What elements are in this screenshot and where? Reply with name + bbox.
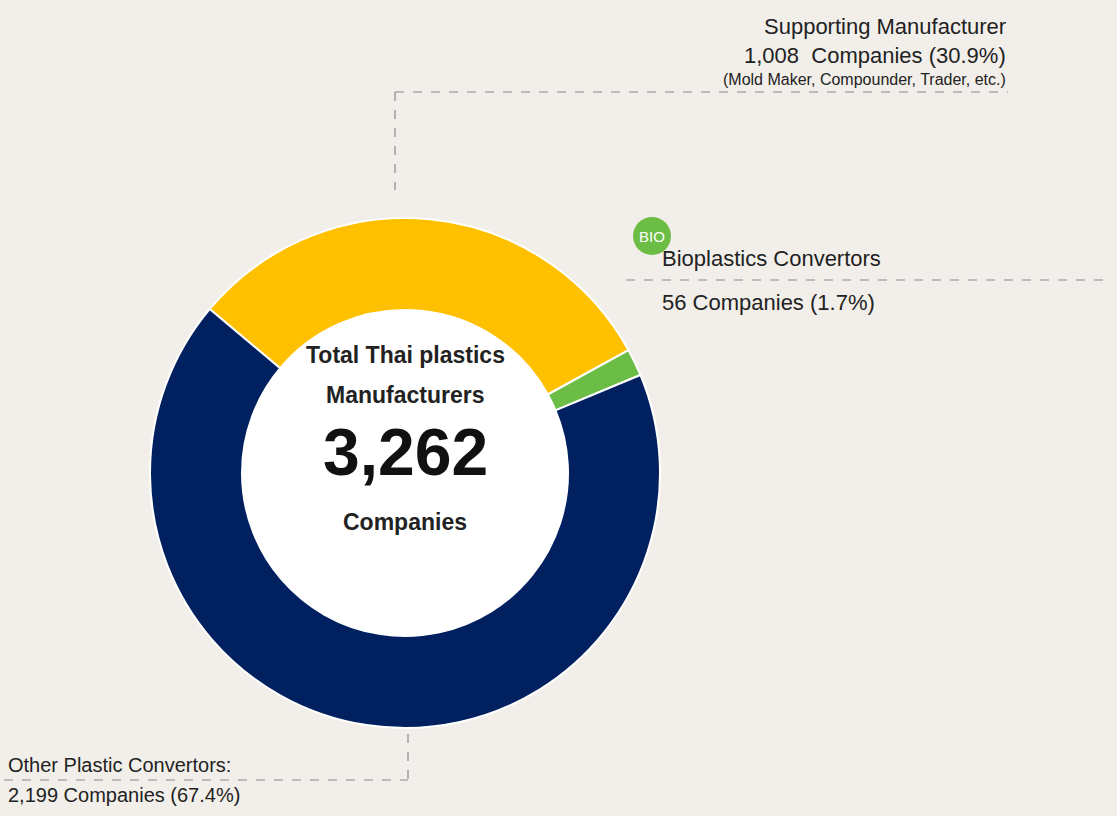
svg-text:Total Thai plastics: Total Thai plastics — [306, 342, 505, 368]
svg-text:BIO: BIO — [639, 228, 665, 245]
svg-text:3,262: 3,262 — [323, 415, 488, 489]
svg-text:Manufacturers: Manufacturers — [326, 382, 484, 408]
svg-text:Bioplastics Convertors: Bioplastics Convertors — [662, 246, 881, 271]
svg-text:(Mold Maker, Compounder, Trade: (Mold Maker, Compounder, Trader, etc.) — [723, 71, 1006, 88]
svg-text:Other Plastic Convertors:: Other Plastic Convertors: — [8, 754, 231, 776]
svg-text:1,008 Companies (30.9%): 1,008 Companies (30.9%) — [744, 43, 1006, 68]
svg-text:56 Companies (1.7%): 56 Companies (1.7%) — [662, 290, 875, 315]
svg-text:Companies: Companies — [343, 509, 467, 535]
svg-text:2,199 Companies (67.4%): 2,199 Companies (67.4%) — [8, 784, 240, 806]
svg-text:Supporting Manufacturer: Supporting Manufacturer — [764, 14, 1006, 39]
